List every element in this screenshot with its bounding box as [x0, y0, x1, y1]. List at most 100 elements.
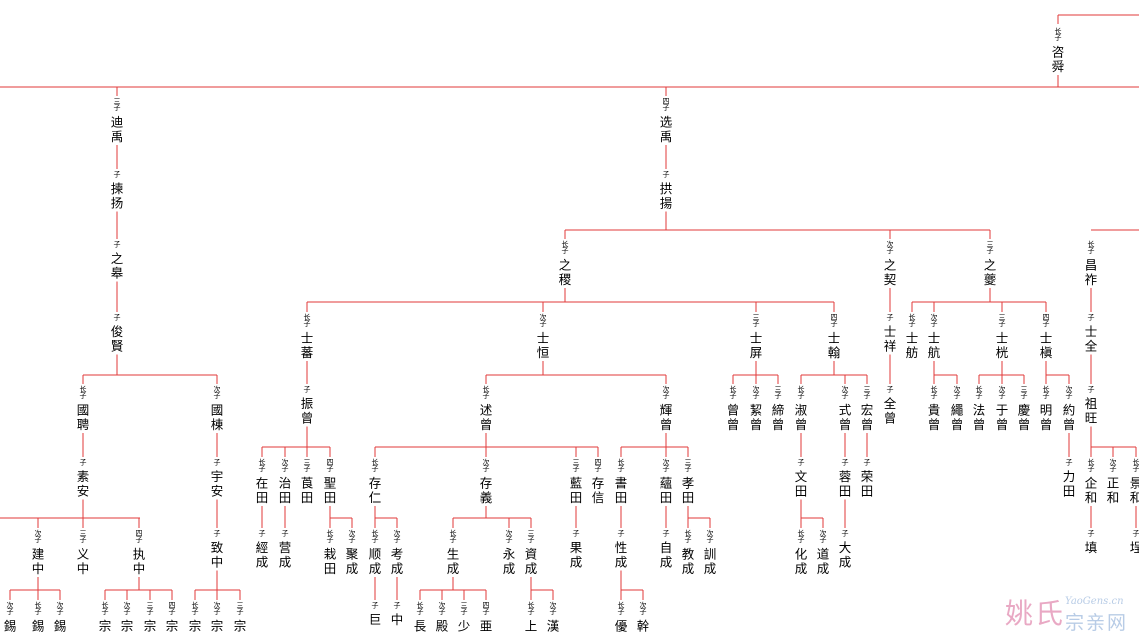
person-name: 在 — [256, 476, 269, 491]
person-name: 繩 — [951, 403, 964, 418]
person-name: 中 — [133, 561, 146, 576]
person-name: 宗 — [144, 619, 157, 634]
person-name: 述 — [480, 403, 493, 418]
person-name: 之 — [111, 251, 124, 266]
site-watermark: 姚氏 YaoGens.cn 宗亲网 — [1005, 590, 1139, 636]
rank-label: 子 — [136, 536, 143, 544]
person-name: 中 — [391, 612, 404, 627]
rank-label: 次 — [1110, 458, 1117, 467]
rank-label: 子 — [237, 608, 244, 616]
person-name: 淑 — [795, 403, 808, 418]
person-name: 槇 — [1040, 345, 1053, 360]
rank-label: 子 — [1066, 392, 1073, 400]
person-name: 和 — [1107, 490, 1120, 505]
person-name: 曾 — [861, 417, 874, 432]
rank-label: 三 — [685, 459, 692, 467]
rank-label: 次 — [214, 601, 221, 610]
person-name: 恒 — [537, 345, 550, 360]
person-name: 曾 — [884, 411, 897, 426]
person-name: 宗 — [234, 619, 247, 634]
person-name: 上 — [525, 619, 538, 634]
person-name: 成 — [570, 555, 583, 570]
rank-label: 长 — [528, 601, 535, 610]
rank-label: 子 — [707, 536, 714, 544]
person-name: 優 — [615, 619, 628, 634]
rank-label: 子 — [80, 536, 87, 544]
person-name: 教 — [682, 547, 695, 562]
rank-label: 次 — [550, 601, 557, 610]
person-name: 錫 — [32, 619, 45, 634]
person-name: 舫 — [906, 345, 919, 360]
rank-label: 子 — [114, 314, 121, 322]
person-name: 田 — [279, 490, 292, 505]
rank-label: 次 — [439, 601, 446, 610]
watermark-domain: YaoGens.cn — [1065, 596, 1124, 607]
person-name: 大 — [839, 540, 852, 555]
person-name: 田 — [324, 490, 337, 505]
person-name: 中 — [32, 561, 45, 576]
person-name: 田 — [795, 484, 808, 499]
person-name: 義 — [480, 490, 493, 505]
person-name: 曾 — [772, 417, 785, 432]
rank-label: 子 — [124, 608, 131, 616]
person-name: 成 — [525, 561, 538, 576]
person-name: 田 — [256, 490, 269, 505]
person-name: 錫 — [54, 619, 67, 634]
person-name: 宗 — [99, 619, 112, 634]
person-name: 士 — [301, 331, 314, 346]
person-name: 聘 — [77, 417, 90, 432]
rank-label: 子 — [1088, 530, 1095, 538]
person-name: 田 — [615, 490, 628, 505]
rank-label: 子 — [618, 530, 625, 538]
person-name: 貴 — [928, 403, 941, 418]
rank-label: 子 — [57, 608, 64, 616]
person-name: 全 — [1085, 339, 1098, 354]
rank-label: 长 — [976, 385, 983, 394]
rank-label: 子 — [887, 247, 894, 255]
rank-label: 四 — [831, 314, 838, 322]
person-name: 安 — [77, 484, 90, 499]
person-name: 法 — [973, 403, 986, 418]
rank-label: 三 — [864, 386, 871, 394]
rank-label: 次 — [640, 601, 647, 610]
person-name: 曾 — [795, 417, 808, 432]
rank-label: 子 — [1133, 530, 1139, 538]
rank-label: 三 — [987, 241, 994, 249]
person-name: 成 — [346, 561, 359, 576]
person-name: 成 — [256, 555, 269, 570]
rank-label: 子 — [540, 320, 547, 328]
person-name: 宇 — [211, 469, 224, 484]
person-name: 祚 — [1085, 272, 1098, 287]
rank-label: 子 — [282, 465, 289, 473]
rank-label: 子 — [450, 536, 457, 544]
rank-label: 四 — [595, 459, 602, 467]
watermark-brand: 姚氏 — [1005, 597, 1066, 630]
rank-label: 子 — [685, 536, 692, 544]
rank-label: 子 — [864, 459, 871, 467]
rank-label: 子 — [730, 392, 737, 400]
rank-label: 子 — [999, 320, 1006, 328]
person-name: 埕 — [1130, 540, 1139, 555]
rank-label: 子 — [842, 392, 849, 400]
rank-label: 子 — [550, 608, 557, 616]
person-name: 田 — [301, 490, 314, 505]
rank-label: 次 — [954, 385, 961, 394]
rank-label: 次 — [214, 385, 221, 394]
person-name: 禹 — [660, 129, 673, 144]
person-name: 存 — [592, 476, 605, 491]
person-name: 性 — [615, 540, 628, 555]
person-name: 营 — [279, 540, 292, 555]
person-name: 宗 — [121, 619, 134, 634]
rank-label: 子 — [114, 241, 121, 249]
rank-label: 子 — [327, 536, 334, 544]
rank-label: 子 — [259, 465, 266, 473]
person-name: 俊 — [111, 324, 124, 339]
rank-label: 子 — [282, 530, 289, 538]
person-name: 田 — [570, 490, 583, 505]
rank-label: 长 — [931, 385, 938, 394]
person-name: 賢 — [111, 339, 124, 354]
person-name: 景 — [1130, 476, 1139, 491]
rank-label: 长 — [798, 529, 805, 538]
rank-label: 子 — [618, 465, 625, 473]
rank-label: 子 — [562, 247, 569, 255]
